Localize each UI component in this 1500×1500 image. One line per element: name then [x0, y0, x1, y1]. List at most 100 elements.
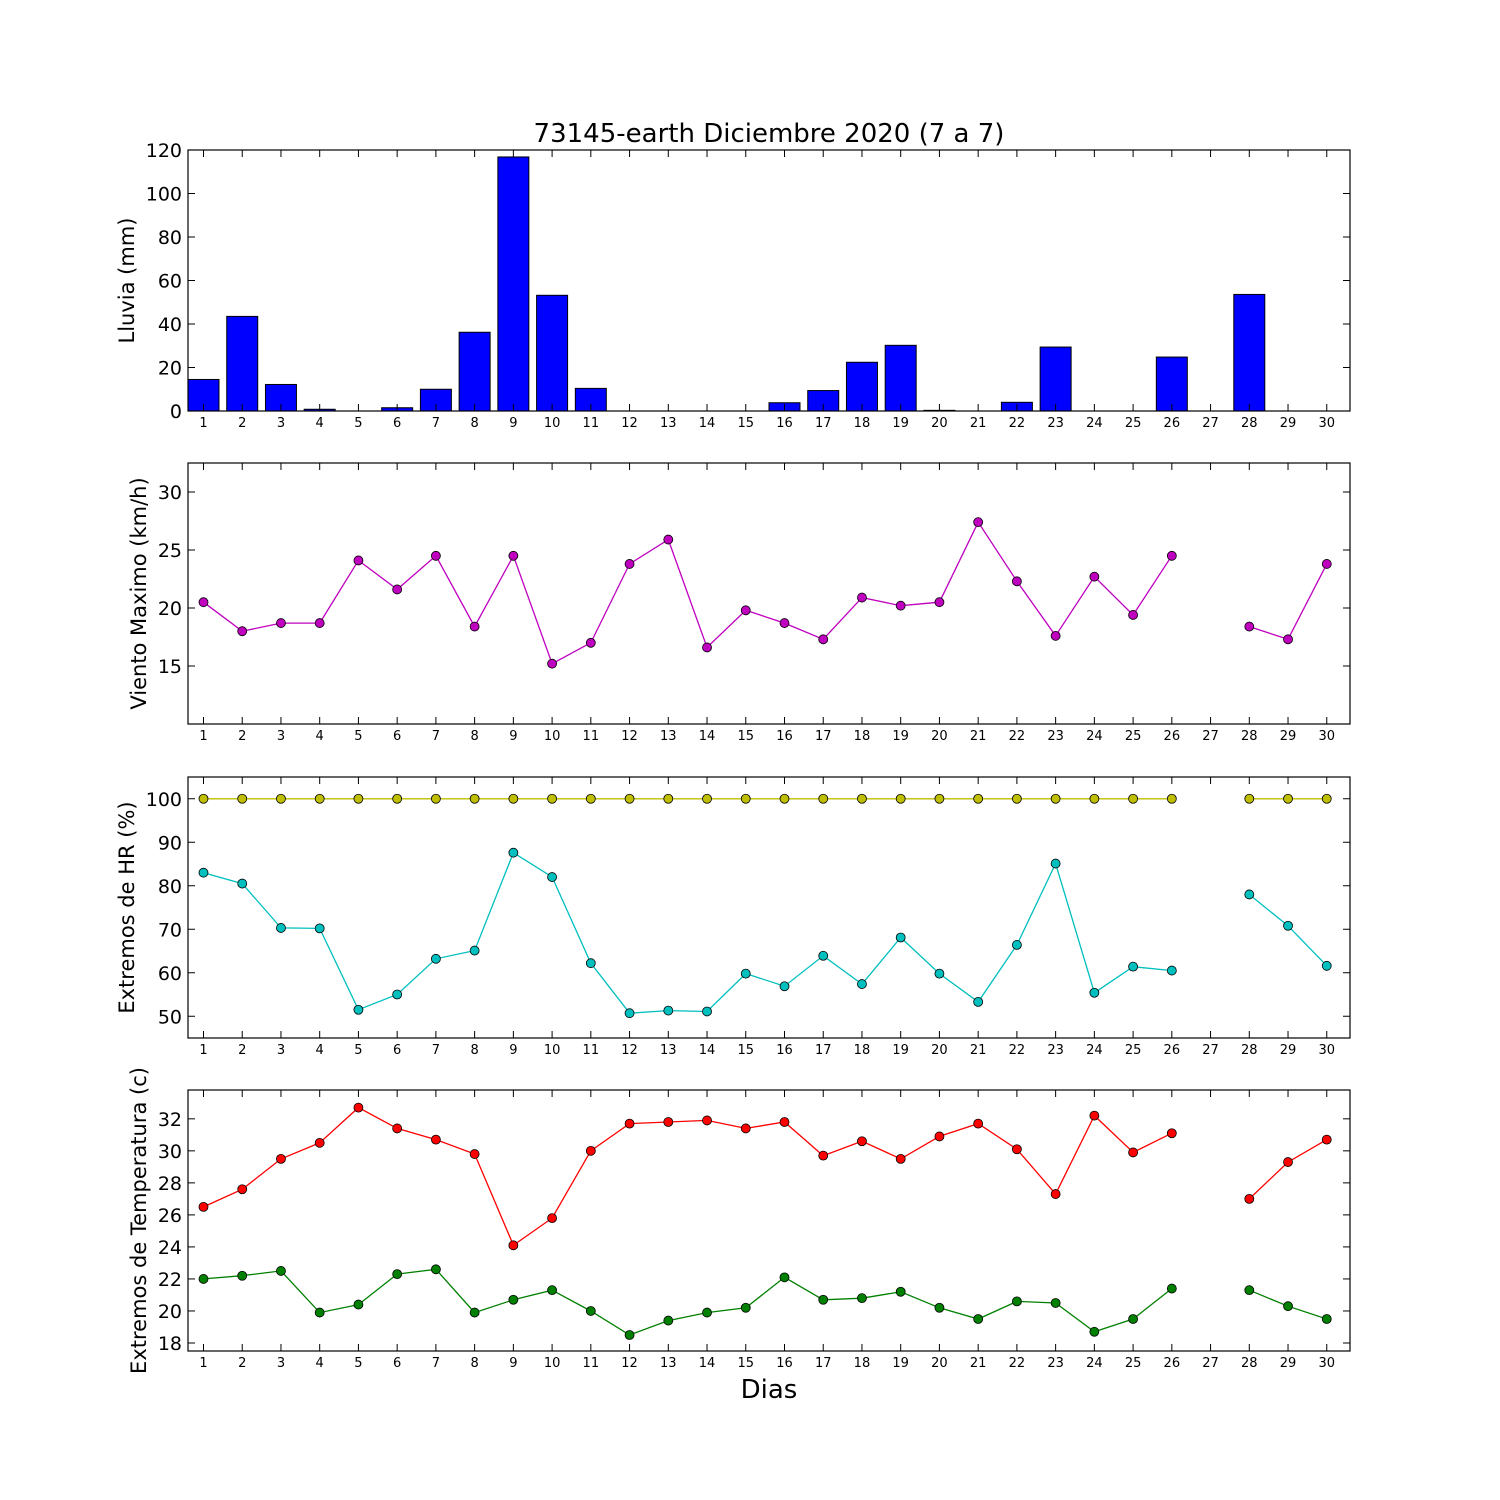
- x-tick-label: 21: [970, 416, 987, 431]
- point-3-1-day-28: [1244, 793, 1255, 804]
- point-3-1-day-7: [430, 793, 441, 804]
- point-2-1-day-9: [508, 550, 519, 561]
- point-3-2-day-9: [508, 847, 519, 858]
- point-4-1-day-7: [430, 1134, 441, 1145]
- x-tick-label: 15: [737, 1356, 754, 1371]
- point-3-2-day-18: [857, 979, 867, 989]
- point-3-2-day-10: [547, 872, 557, 882]
- x-tick-label: 26: [1164, 416, 1181, 431]
- point-4-1-day-10: [547, 1213, 557, 1223]
- point-4-1-day-26: [1166, 1128, 1177, 1139]
- x-tick-label: 7: [432, 416, 440, 431]
- bar-day-28: [1233, 293, 1266, 412]
- x-tick-label: 5: [354, 1043, 362, 1058]
- point-4-2-day-14: [702, 1307, 712, 1318]
- point-3-1-day-19: [895, 793, 906, 804]
- point-3-1-day-29: [1283, 793, 1293, 804]
- point-3-2-day-20: [934, 968, 945, 979]
- point-4-2-day-11: [585, 1306, 596, 1316]
- point-3-2-day-7: [430, 953, 441, 964]
- point-3-1-day-22: [1011, 793, 1022, 804]
- x-tick-label: 16: [776, 1043, 793, 1058]
- x-tick-label: 18: [854, 416, 871, 431]
- y-tick-label: 28: [158, 1173, 182, 1195]
- x-tick-label: 11: [583, 416, 600, 431]
- point-2-1-day-16: [779, 618, 790, 628]
- point-4-2-day-1: [198, 1274, 209, 1284]
- point-4-2-day-28: [1244, 1285, 1255, 1296]
- x-tick-label: 30: [1318, 729, 1335, 744]
- x-tick-label: 17: [815, 1356, 832, 1371]
- point-3-2-day-26: [1166, 965, 1177, 976]
- x-tick-label: 10: [544, 1043, 561, 1058]
- x-tick-label: 5: [354, 729, 362, 744]
- point-2-1-day-14: [702, 642, 712, 653]
- point-2-1-day-25: [1128, 610, 1138, 620]
- x-tick-label: 6: [393, 729, 401, 744]
- x-tick-label: 17: [815, 416, 832, 431]
- x-tick-label: 22: [1009, 416, 1026, 431]
- point-3-2-day-4: [314, 923, 325, 934]
- point-3-2-day-30: [1321, 960, 1332, 971]
- point-4-1-day-24: [1089, 1110, 1100, 1121]
- x-tick-label: 25: [1125, 1356, 1142, 1371]
- x-tick-label: 11: [583, 1043, 600, 1058]
- x-tick-label: 14: [699, 729, 716, 744]
- y-tick-label: 40: [158, 314, 182, 336]
- x-tick-label: 9: [509, 729, 517, 744]
- point-3-1-day-24: [1089, 793, 1100, 804]
- point-4-1-day-21: [973, 1118, 984, 1129]
- x-tick-label: 27: [1202, 416, 1219, 431]
- point-2-1-day-20: [934, 597, 945, 608]
- point-3-1-day-21: [973, 793, 984, 804]
- series-line-2-1: [203, 520, 1328, 665]
- point-4-2-day-21: [973, 1314, 984, 1324]
- x-tick-label: 4: [316, 1043, 324, 1058]
- y-tick-label: 100: [146, 789, 182, 811]
- x-tick-label: 8: [470, 1043, 478, 1058]
- x-tick-label: 18: [854, 1043, 871, 1058]
- x-tick-label: 25: [1125, 416, 1142, 431]
- x-tick-label: 2: [238, 729, 246, 744]
- x-tick-label: 30: [1318, 1356, 1335, 1371]
- x-tick-label: 7: [432, 1356, 440, 1371]
- x-tick-label: 13: [660, 729, 677, 744]
- x-tick-label: 20: [931, 416, 948, 431]
- point-3-2-day-25: [1128, 961, 1138, 972]
- bar-day-19: [884, 344, 917, 412]
- x-tick-label: 12: [621, 729, 638, 744]
- bar-day-23: [1039, 346, 1072, 412]
- point-4-2-day-9: [508, 1294, 519, 1305]
- point-2-1-day-4: [314, 618, 325, 628]
- point-4-2-day-24: [1089, 1326, 1100, 1337]
- point-3-1-day-11: [585, 793, 596, 804]
- point-2-1-day-13: [663, 534, 674, 545]
- y-tick-label: 90: [158, 832, 182, 854]
- point-4-2-day-13: [663, 1315, 674, 1326]
- y-tick-label: 20: [158, 1301, 182, 1323]
- point-2-1-day-3: [276, 618, 286, 628]
- x-tick-label: 13: [660, 416, 677, 431]
- y-tick-label: 24: [158, 1237, 182, 1259]
- plot-frame: [187, 1089, 1351, 1352]
- point-4-2-day-29: [1283, 1301, 1293, 1312]
- point-2-1-day-26: [1166, 550, 1177, 561]
- y-tick-label: 60: [158, 271, 182, 293]
- point-3-2-day-29: [1283, 920, 1293, 931]
- point-4-1-day-3: [276, 1153, 286, 1164]
- point-3-1-day-17: [818, 793, 829, 804]
- y-tick-label: 20: [158, 358, 182, 380]
- point-4-2-day-26: [1166, 1283, 1177, 1294]
- x-tick-label: 20: [931, 729, 948, 744]
- x-tick-label: 13: [660, 1356, 677, 1371]
- point-3-2-day-17: [818, 950, 829, 961]
- point-3-2-day-3: [276, 923, 286, 933]
- x-tick-label: 22: [1009, 1043, 1026, 1058]
- bar-day-18: [845, 361, 878, 412]
- point-4-2-day-15: [740, 1302, 751, 1313]
- x-tick-label: 20: [931, 1043, 948, 1058]
- point-2-1-day-10: [547, 658, 557, 669]
- x-tick-label: 14: [699, 416, 716, 431]
